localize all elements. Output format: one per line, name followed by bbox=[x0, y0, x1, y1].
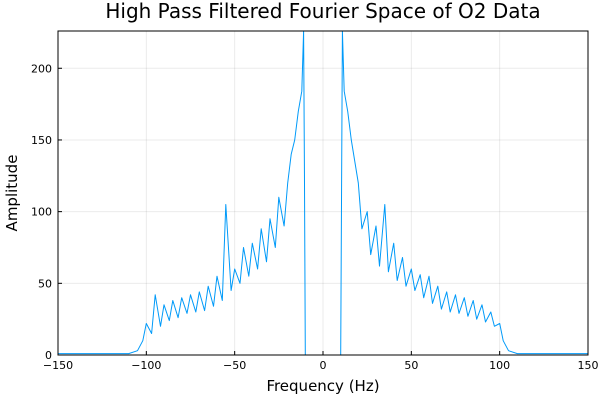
y-tick-label: 100 bbox=[31, 206, 52, 219]
x-tick-label: −100 bbox=[131, 359, 161, 372]
x-tick-label: −150 bbox=[43, 359, 73, 372]
x-tick-label: −50 bbox=[223, 359, 246, 372]
x-tick-label: 50 bbox=[404, 359, 418, 372]
y-tick-label: 150 bbox=[31, 134, 52, 147]
x-tick-label: 0 bbox=[320, 359, 327, 372]
y-axis-label: Amplitude bbox=[3, 155, 21, 232]
x-ticks: −150 −100 −50 0 50 100 150 bbox=[43, 351, 599, 372]
x-tick-label: 150 bbox=[578, 359, 599, 372]
y-ticks: 0 50 100 150 200 bbox=[31, 62, 62, 362]
x-axis-label: Frequency (Hz) bbox=[266, 377, 379, 395]
y-tick-label: 200 bbox=[31, 62, 52, 75]
y-tick-label: 50 bbox=[38, 277, 52, 290]
y-tick-label: 0 bbox=[45, 349, 52, 362]
x-tick-label: 100 bbox=[489, 359, 510, 372]
grid-lines bbox=[57, 31, 589, 356]
chart-title: High Pass Filtered Fourier Space of O2 D… bbox=[105, 0, 540, 23]
